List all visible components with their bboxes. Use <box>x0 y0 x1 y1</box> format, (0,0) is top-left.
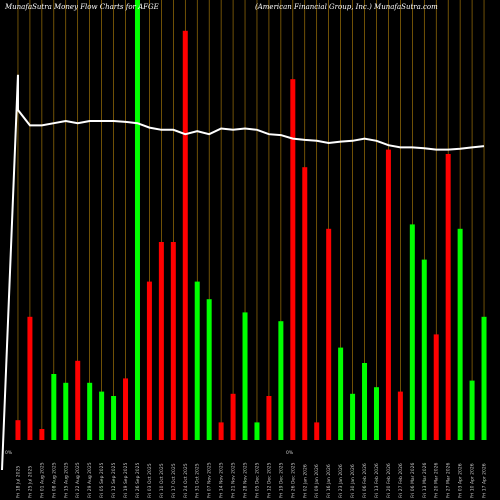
bar-green <box>469 380 475 440</box>
x-tick-label: Fri 26 Sep 2025 <box>135 463 141 498</box>
chart-title-right: (American Financial Group, Inc.) MunafaS… <box>255 3 438 11</box>
bar-red <box>146 281 152 440</box>
x-tick-label: Fri 16 Jan 2026 <box>326 464 332 498</box>
x-tick-label: Fri 27 Mar 2026 <box>446 463 452 498</box>
x-tick-label: Fri 30 Jan 2026 <box>350 464 356 498</box>
bar-green <box>51 374 57 440</box>
x-tick-label: Fri 27 Feb 2026 <box>398 463 404 498</box>
x-tick-label: Fri 29 Aug 2025 <box>87 462 93 498</box>
x-tick-label: Fri 14 Nov 2025 <box>219 462 225 498</box>
bar-red <box>302 167 308 440</box>
x-tick-label: Fri 06 Feb 2026 <box>362 463 368 498</box>
bar-red <box>326 228 332 440</box>
bar-red <box>433 334 439 440</box>
bar-series <box>15 0 487 441</box>
x-tick-label: Fri 02 Jan 2026 <box>302 464 308 498</box>
bar-red <box>314 422 320 440</box>
bar-red <box>75 360 81 440</box>
bar-red <box>230 393 236 440</box>
bar-green <box>457 228 463 440</box>
x-tick-label: Fri 06 Mar 2026 <box>410 463 416 498</box>
bar-red <box>27 316 33 440</box>
x-tick-label: Fri 13 Feb 2026 <box>374 463 380 498</box>
x-axis-labels: Fri 18 Jul 2025 Fri 25 Jul 2025 Fri 01 Aug… <box>15 462 487 498</box>
bar-green <box>194 281 200 440</box>
bar-green <box>409 224 415 440</box>
x-tick-label: Fri 05 Dec 2025 <box>254 462 260 498</box>
x-tick-label: Fri 08 Aug 2025 <box>51 462 57 498</box>
bar-green <box>63 382 69 440</box>
money-flow-line <box>1 74 485 471</box>
x-tick-label: Fri 10 Apr 2026 <box>470 463 476 498</box>
x-tick-label: Fri 19 Dec 2025 <box>278 462 284 498</box>
bar-green <box>206 299 212 440</box>
bar-green <box>254 422 260 440</box>
bar-green <box>421 259 427 440</box>
x-tick-label: Fri 01 Aug 2025 <box>39 462 45 498</box>
bar-red <box>218 422 224 440</box>
bar-red <box>445 154 451 440</box>
bar-red <box>182 30 188 441</box>
x-tick-label: Fri 03 Oct 2025 <box>147 463 153 498</box>
bar-green <box>99 391 105 440</box>
bar-green <box>242 312 248 440</box>
x-tick-label: Fri 17 Oct 2025 <box>171 463 177 498</box>
bar-green <box>134 0 140 440</box>
bar-red <box>15 420 21 440</box>
chart-title-left: MunafaSutra Money Flow Charts for AFGE <box>4 3 159 11</box>
bar-green <box>111 396 117 440</box>
x-tick-label: Fri 12 Dec 2025 <box>266 462 272 498</box>
x-tick-label: Fri 23 Jan 2026 <box>338 464 344 498</box>
x-tick-label: Fri 18 Jul 2025 <box>15 466 21 498</box>
bar-green <box>373 387 379 440</box>
bar-red <box>290 79 296 440</box>
bar-red <box>397 391 403 440</box>
x-tick-label: Fri 17 Apr 2026 <box>482 463 488 498</box>
bar-green <box>362 363 368 440</box>
x-tick-label: Fri 05 Sep 2025 <box>99 463 105 498</box>
x-tick-label: Fri 20 Mar 2026 <box>434 463 440 498</box>
x-tick-label: Fri 22 Aug 2025 <box>75 462 81 498</box>
x-tick-label: Fri 07 Nov 2025 <box>207 462 213 498</box>
x-tick-label: Fri 24 Oct 2025 <box>183 463 189 498</box>
x-tick-label: Fri 19 Sep 2025 <box>123 463 129 498</box>
x-tick-label: Fri 15 Aug 2025 <box>63 462 69 498</box>
x-tick-label: Fri 31 Oct 2025 <box>195 463 201 498</box>
x-tick-label: Fri 28 Nov 2025 <box>243 462 249 498</box>
percent-label: 0% <box>5 450 13 456</box>
bar-green <box>350 393 356 440</box>
x-tick-label: Fri 21 Nov 2025 <box>231 462 237 498</box>
percent-label: 0% <box>286 450 294 456</box>
bar-red <box>123 378 129 440</box>
bar-red <box>39 429 45 440</box>
bar-red <box>170 242 176 440</box>
x-tick-label: Fri 09 Jan 2026 <box>314 464 320 498</box>
x-tick-label: Fri 03 Apr 2026 <box>458 463 464 498</box>
x-tick-label: Fri 20 Feb 2026 <box>386 463 392 498</box>
bar-red <box>158 242 164 440</box>
bar-green <box>481 316 487 440</box>
x-tick-label: Fri 10 Oct 2025 <box>159 463 165 498</box>
bar-green <box>338 347 344 440</box>
x-tick-label: Fri 12 Sep 2025 <box>111 463 117 498</box>
percent-markers: 0% 0% <box>5 450 294 456</box>
bar-red <box>385 149 391 440</box>
x-tick-label: Fri 25 Jul 2025 <box>27 466 33 498</box>
x-tick-label: Fri 26 Dec 2025 <box>290 462 296 498</box>
bar-green <box>87 382 93 440</box>
bar-red <box>266 396 272 440</box>
bar-green <box>278 321 284 440</box>
x-tick-label: Fri 13 Mar 2026 <box>422 463 428 498</box>
